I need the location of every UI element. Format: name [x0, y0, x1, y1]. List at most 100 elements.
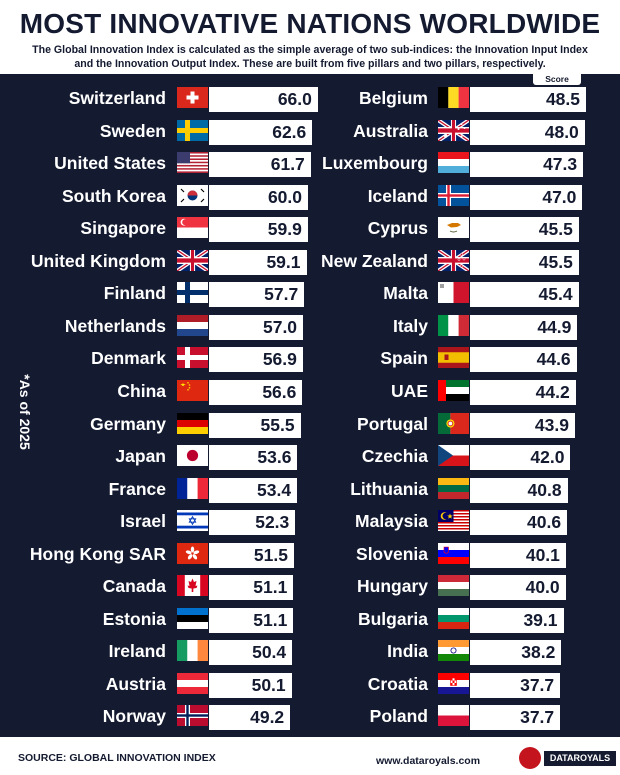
score-bar — [470, 705, 561, 731]
score-value: 62.6 — [272, 121, 307, 142]
south-korea-flag-icon — [177, 184, 208, 206]
spain-flag-icon — [438, 347, 469, 369]
score-bar — [470, 184, 583, 210]
score-value: 45.4 — [538, 284, 573, 305]
chart-row: New Zealand 45.5 — [0, 246, 620, 278]
country-label: Hong Kong SAR — [29, 543, 166, 564]
country-label: Luxembourg — [322, 153, 428, 174]
chart-row: Netherlands 57.0 — [0, 311, 620, 343]
score-bar — [209, 314, 304, 340]
score-value: 45.5 — [538, 251, 573, 272]
score-value: 48.0 — [544, 121, 579, 142]
score-bar — [470, 152, 584, 178]
score-bar — [470, 217, 579, 243]
chart-row: Malta 45.4 — [0, 278, 620, 310]
score-label: Score — [533, 74, 581, 85]
score-value: 40.6 — [527, 512, 562, 533]
ireland-flag-icon — [177, 640, 208, 662]
score-bar — [209, 87, 318, 112]
portugal-flag-icon — [438, 412, 469, 434]
chart-row: Bulgaria 39.1 — [0, 604, 620, 636]
chart-row: Israel 52.3 — [0, 506, 620, 538]
country-label: Malta — [383, 283, 428, 304]
score-bar — [470, 542, 566, 568]
score-value: 57.0 — [262, 316, 298, 337]
country-label: Finland — [103, 283, 166, 304]
country-label: Croatia — [367, 673, 428, 694]
country-label: Singapore — [80, 218, 166, 239]
czechia-flag-icon — [438, 445, 469, 467]
score-bar — [209, 477, 298, 503]
score-bar — [470, 477, 568, 503]
chart-row: United States 61.7 — [0, 148, 620, 180]
chart-row: Lithuania 40.8 — [0, 474, 620, 506]
score-bar — [470, 412, 575, 438]
country-label: China — [117, 380, 166, 401]
chart-row: Sweden 62.6 — [0, 116, 620, 148]
score-value: 47.0 — [542, 186, 577, 207]
score-value: 50.4 — [252, 642, 287, 663]
canada-flag-icon — [177, 575, 208, 597]
netherlands-flag-icon — [177, 314, 208, 336]
country-label: United States — [54, 153, 166, 174]
chart-row: Slovenia 40.1 — [0, 539, 620, 571]
chart-row: Cyprus 45.5 — [0, 213, 620, 245]
chart-row: Malaysia 40.6 — [0, 506, 620, 538]
country-label: Slovenia — [356, 543, 428, 564]
score-value: 44.9 — [537, 316, 572, 337]
header: MOST INNOVATIVE NATIONS WORLDWIDE The Gl… — [0, 0, 620, 74]
malta-flag-icon — [438, 282, 469, 304]
country-label: New Zealand — [321, 250, 428, 271]
score-bar — [470, 672, 561, 698]
india-flag-icon — [438, 640, 469, 662]
country-label: Malaysia — [355, 511, 428, 532]
finland-flag-icon — [177, 282, 208, 304]
country-label: Canada — [102, 576, 166, 597]
chart-row: Singapore 59.9 — [0, 213, 620, 245]
score-bar — [209, 152, 311, 178]
country-label: Bulgaria — [357, 608, 428, 629]
brand-logo: DATAROYALS — [519, 747, 616, 769]
logo-text: DATAROYALS — [544, 751, 616, 766]
score-bar — [209, 412, 301, 438]
score-bar — [209, 705, 291, 731]
score-value: 37.7 — [520, 707, 555, 728]
united-states-flag-icon — [177, 152, 208, 174]
chart-row: Croatia 37.7 — [0, 669, 620, 701]
score-bar — [209, 347, 303, 373]
denmark-flag-icon — [177, 347, 208, 369]
score-bar — [470, 575, 566, 601]
country-label: Denmark — [91, 348, 166, 369]
score-value: 55.5 — [260, 414, 295, 435]
chart-row: Canada 51.1 — [0, 571, 620, 603]
malaysia-flag-icon — [438, 510, 469, 532]
country-label: Switzerland — [68, 88, 166, 108]
score-bar — [470, 445, 571, 471]
norway-flag-icon — [177, 705, 208, 727]
score-bar — [470, 347, 577, 373]
cyprus-flag-icon — [438, 217, 469, 239]
chart-row: Portugal 43.9 — [0, 409, 620, 441]
chart-row: Germany 55.5 — [0, 409, 620, 441]
country-label: Lithuania — [350, 478, 428, 499]
score-value: 40.8 — [527, 479, 562, 500]
chart-row: South Korea 60.0 — [0, 181, 620, 213]
country-label: Belgium — [358, 88, 428, 108]
source-text: SOURCE: GLOBAL INNOVATION INDEX — [18, 752, 216, 764]
score-value: 40.1 — [525, 544, 560, 565]
score-value: 52.3 — [255, 512, 290, 533]
chart-row: Estonia 51.1 — [0, 604, 620, 636]
chart-row: Hungary 40.0 — [0, 571, 620, 603]
website-url[interactable]: www.dataroyals.com — [376, 755, 481, 767]
new-zealand-flag-icon — [438, 249, 469, 271]
score-bar — [209, 282, 305, 308]
country-label: South Korea — [61, 185, 166, 206]
score-bar — [470, 282, 579, 308]
score-bar — [209, 445, 298, 471]
chart-row: Japan 53.6 — [0, 441, 620, 473]
belgium-flag-icon — [438, 87, 469, 108]
bulgaria-flag-icon — [438, 607, 469, 629]
chart-row: Czechia 42.0 — [0, 441, 620, 473]
switzerland-flag-icon — [177, 87, 208, 108]
lithuania-flag-icon — [438, 477, 469, 499]
